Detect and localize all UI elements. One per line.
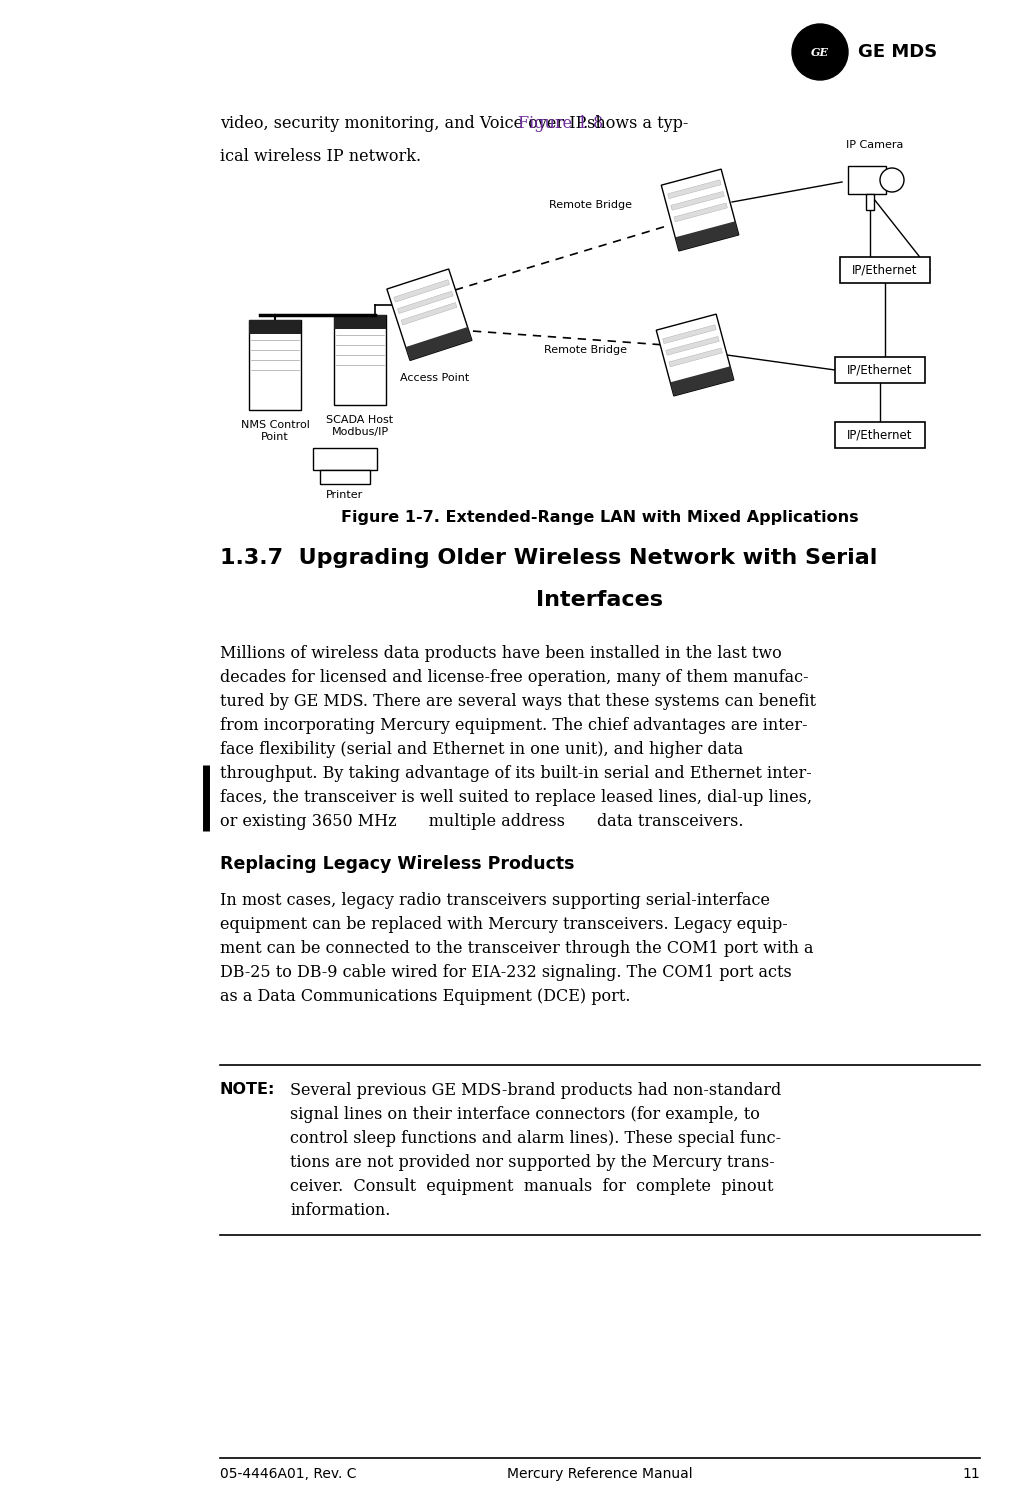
Text: SCADA Host
Modbus/IP: SCADA Host Modbus/IP: [327, 414, 394, 437]
Bar: [675, 221, 739, 251]
Text: equipment can be replaced with Mercury transceivers. Legacy equip-: equipment can be replaced with Mercury t…: [220, 916, 788, 934]
Text: Access Point: Access Point: [400, 374, 469, 383]
Bar: [669, 348, 723, 366]
Text: from incorporating Mercury equipment. The chief advantages are inter-: from incorporating Mercury equipment. Th…: [220, 717, 807, 734]
Text: Mercury Reference Manual: Mercury Reference Manual: [507, 1466, 693, 1481]
Text: NMS Control
Point: NMS Control Point: [240, 420, 309, 441]
Text: Remote Bridge: Remote Bridge: [544, 345, 627, 356]
Bar: [668, 180, 721, 198]
Text: Several previous GE MDS-brand products had non-standard: Several previous GE MDS-brand products h…: [290, 1082, 781, 1099]
Text: or existing 3650 MHz  multiple address  data transceivers.: or existing 3650 MHz multiple address da…: [220, 814, 743, 830]
Text: control sleep functions and alarm lines). These special func-: control sleep functions and alarm lines)…: [290, 1130, 781, 1147]
Bar: [334, 315, 386, 405]
Text: Printer: Printer: [327, 489, 363, 500]
Bar: [670, 366, 734, 396]
Text: as a Data Communications Equipment (DCE) port.: as a Data Communications Equipment (DCE)…: [220, 988, 630, 1006]
Text: 05-4446A01, Rev. C: 05-4446A01, Rev. C: [220, 1466, 356, 1481]
Text: GE MDS: GE MDS: [858, 44, 938, 62]
Bar: [334, 315, 386, 329]
Circle shape: [792, 24, 848, 80]
Bar: [406, 327, 472, 360]
Text: In most cases, legacy radio transceivers supporting serial-interface: In most cases, legacy radio transceivers…: [220, 892, 770, 910]
Text: tions are not provided nor supported by the Mercury trans-: tions are not provided nor supported by …: [290, 1154, 775, 1171]
Text: 1.3.7  Upgrading Older Wireless Network with Serial: 1.3.7 Upgrading Older Wireless Network w…: [220, 548, 878, 567]
Text: signal lines on their interface connectors (for example, to: signal lines on their interface connecto…: [290, 1106, 759, 1123]
Text: face flexibility (serial and Ethernet in one unit), and higher data: face flexibility (serial and Ethernet in…: [220, 741, 743, 758]
Text: Figure 1-7. Extended-Range LAN with Mixed Applications: Figure 1-7. Extended-Range LAN with Mixe…: [341, 510, 859, 525]
Text: video, security monitoring, and Voice over IP.: video, security monitoring, and Voice ov…: [220, 116, 593, 132]
Text: 11: 11: [962, 1466, 980, 1481]
Bar: [663, 324, 716, 344]
Text: Replacing Legacy Wireless Products: Replacing Legacy Wireless Products: [220, 856, 574, 874]
Text: IP/Ethernet: IP/Ethernet: [847, 363, 913, 377]
Bar: [835, 357, 925, 383]
Bar: [249, 320, 301, 335]
Text: IP/Ethernet: IP/Ethernet: [847, 428, 913, 441]
Text: ceiver.  Consult  equipment  manuals  for  complete  pinout: ceiver. Consult equipment manuals for co…: [290, 1178, 774, 1195]
Text: ical wireless IP network.: ical wireless IP network.: [220, 149, 421, 165]
Text: IP Camera: IP Camera: [846, 140, 904, 150]
Bar: [866, 194, 874, 210]
Text: ment can be connected to the transceiver through the COM1 port with a: ment can be connected to the transceiver…: [220, 940, 813, 958]
Bar: [249, 320, 301, 410]
Bar: [394, 279, 450, 302]
Text: tured by GE MDS. There are several ways that these systems can benefit: tured by GE MDS. There are several ways …: [220, 693, 816, 710]
Bar: [320, 470, 370, 483]
Bar: [397, 291, 453, 314]
Text: DB-25 to DB-9 cable wired for EIA-232 signaling. The COM1 port acts: DB-25 to DB-9 cable wired for EIA-232 si…: [220, 964, 792, 982]
Text: GE: GE: [811, 47, 829, 57]
Circle shape: [880, 168, 904, 192]
Text: Interfaces: Interfaces: [536, 590, 664, 609]
Text: NOTE:: NOTE:: [220, 1082, 276, 1097]
Bar: [657, 314, 734, 396]
Bar: [835, 422, 925, 447]
Text: IP/Ethernet: IP/Ethernet: [852, 264, 918, 276]
Text: Millions of wireless data products have been installed in the last two: Millions of wireless data products have …: [220, 645, 782, 662]
Text: information.: information.: [290, 1202, 390, 1219]
Text: Remote Bridge: Remote Bridge: [549, 200, 632, 210]
Bar: [848, 167, 886, 194]
Bar: [401, 303, 457, 324]
Text: decades for licensed and license-free operation, many of them manufac-: decades for licensed and license-free op…: [220, 669, 808, 686]
Bar: [662, 170, 739, 251]
Bar: [387, 269, 472, 360]
Bar: [666, 336, 720, 356]
Text: shows a typ-: shows a typ-: [582, 116, 688, 132]
Text: throughput. By taking advantage of its built-in serial and Ethernet inter-: throughput. By taking advantage of its b…: [220, 766, 811, 782]
Bar: [313, 447, 377, 470]
Bar: [674, 203, 728, 222]
Text: faces, the transceiver is well suited to replace leased lines, dial-up lines,: faces, the transceiver is well suited to…: [220, 790, 812, 806]
Bar: [671, 192, 724, 210]
Text: Figure 1-8: Figure 1-8: [518, 116, 604, 132]
Bar: [840, 257, 930, 284]
